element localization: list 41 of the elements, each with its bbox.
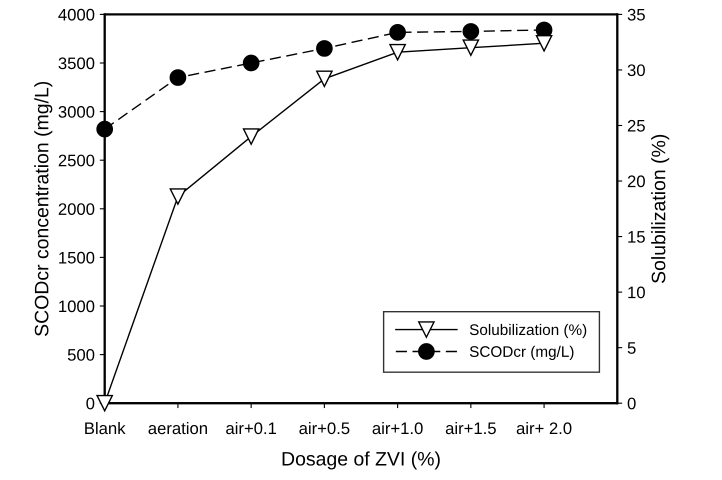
point bbox=[389, 44, 406, 61]
y2-tick-label: 10 bbox=[628, 286, 645, 298]
y-tick-label: 4000 bbox=[58, 8, 94, 21]
y2-tick-label: 15 bbox=[628, 231, 645, 243]
y-axis-title: SCODcr concentration (mg/L) bbox=[34, 82, 52, 336]
legend-label: SCODcr (mg/L) bbox=[470, 346, 574, 360]
point bbox=[536, 34, 552, 52]
x-tick-label: air+0.1 bbox=[226, 422, 276, 434]
legend-label: Solubilization (%) bbox=[470, 324, 586, 338]
y2-tick-label: 35 bbox=[628, 8, 645, 21]
y-tick-label: 500 bbox=[68, 349, 94, 361]
x-tick-label: air+ 2.0 bbox=[516, 422, 572, 434]
point bbox=[170, 69, 186, 86]
y2-tick-label: 5 bbox=[628, 342, 636, 354]
y2-axis-title: Solubilization (%) bbox=[651, 134, 670, 284]
point bbox=[462, 39, 480, 56]
point bbox=[316, 70, 333, 88]
x-tick-label: air+1.0 bbox=[372, 422, 423, 434]
point bbox=[170, 188, 186, 205]
point bbox=[462, 23, 480, 40]
x-tick-label: Blank bbox=[85, 422, 126, 434]
y-tick-label: 2500 bbox=[58, 154, 94, 166]
y-tick-label: 3500 bbox=[58, 57, 94, 70]
y-tick-label: 1500 bbox=[59, 252, 94, 264]
point bbox=[389, 24, 406, 41]
x-tick-label: aeration bbox=[148, 422, 207, 434]
point bbox=[96, 394, 114, 412]
point bbox=[316, 40, 333, 57]
x-axis-title: Dosage of ZVI (%) bbox=[282, 451, 440, 470]
point bbox=[242, 54, 260, 72]
y-tick-label: 1000 bbox=[59, 300, 94, 312]
y2-tick-label: 30 bbox=[628, 64, 645, 76]
y2-tick-label: 0 bbox=[628, 398, 636, 410]
y-tick-label: 3000 bbox=[58, 106, 94, 118]
y-tick-label: 2000 bbox=[58, 203, 94, 216]
y2-tick-label: 25 bbox=[628, 120, 645, 132]
y2-tick-label: 20 bbox=[628, 175, 645, 188]
x-tick-label: air+1.5 bbox=[446, 422, 496, 434]
point bbox=[242, 128, 260, 145]
y-tick-label: 0 bbox=[86, 398, 94, 410]
x-tick-label: air+0.5 bbox=[299, 422, 350, 434]
